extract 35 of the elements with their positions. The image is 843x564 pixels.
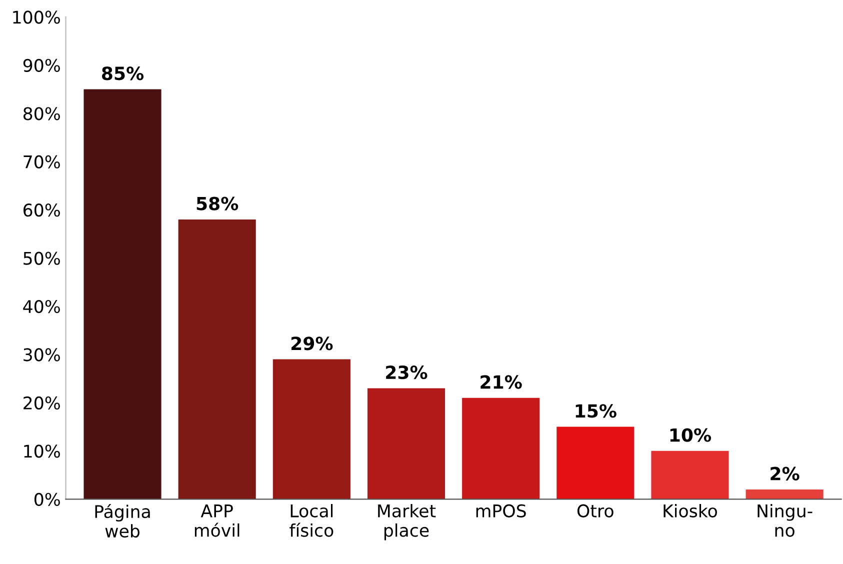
x-tick-label: Ningu- no bbox=[758, 504, 812, 537]
data-label: 85% bbox=[102, 66, 144, 80]
y-tick-label: 10% bbox=[24, 444, 60, 458]
y-tick-label: 90% bbox=[23, 58, 60, 72]
data-label: 21% bbox=[480, 375, 522, 389]
data-label: 58% bbox=[196, 196, 238, 210]
x-tick-label: APP móvil bbox=[194, 504, 240, 537]
x-tick-label: Local físico bbox=[290, 504, 334, 537]
bar bbox=[367, 388, 446, 500]
data-label: 2% bbox=[770, 466, 800, 480]
x-tick-label: Otro bbox=[577, 504, 614, 518]
data-label: 23% bbox=[386, 366, 428, 380]
data-label: 29% bbox=[291, 336, 333, 350]
data-label: 15% bbox=[576, 404, 616, 418]
x-tick-label: Kiosko bbox=[664, 504, 717, 518]
x-tick-label: mPOS bbox=[476, 504, 526, 518]
x-tick-label: Market place bbox=[378, 504, 436, 540]
bar bbox=[651, 450, 729, 500]
y-tick-label: 20% bbox=[24, 396, 60, 410]
data-label: 10% bbox=[670, 428, 712, 442]
y-tick-label: 80% bbox=[23, 107, 60, 120]
bar bbox=[746, 489, 824, 500]
y-tick-label: 30% bbox=[24, 348, 60, 362]
x-tick-label: Página web bbox=[95, 504, 150, 538]
y-tick-label: 0% bbox=[34, 492, 60, 506]
y-tick-label: 100% bbox=[13, 10, 60, 24]
y-tick-label: 50% bbox=[24, 252, 60, 265]
bar bbox=[462, 398, 540, 500]
bar bbox=[556, 426, 634, 500]
y-tick-label: 40% bbox=[23, 300, 60, 314]
bar bbox=[272, 359, 350, 500]
y-tick-label: 70% bbox=[24, 155, 60, 168]
y-tick-label: 60% bbox=[24, 204, 60, 217]
bar bbox=[84, 89, 162, 500]
bar bbox=[178, 219, 256, 500]
